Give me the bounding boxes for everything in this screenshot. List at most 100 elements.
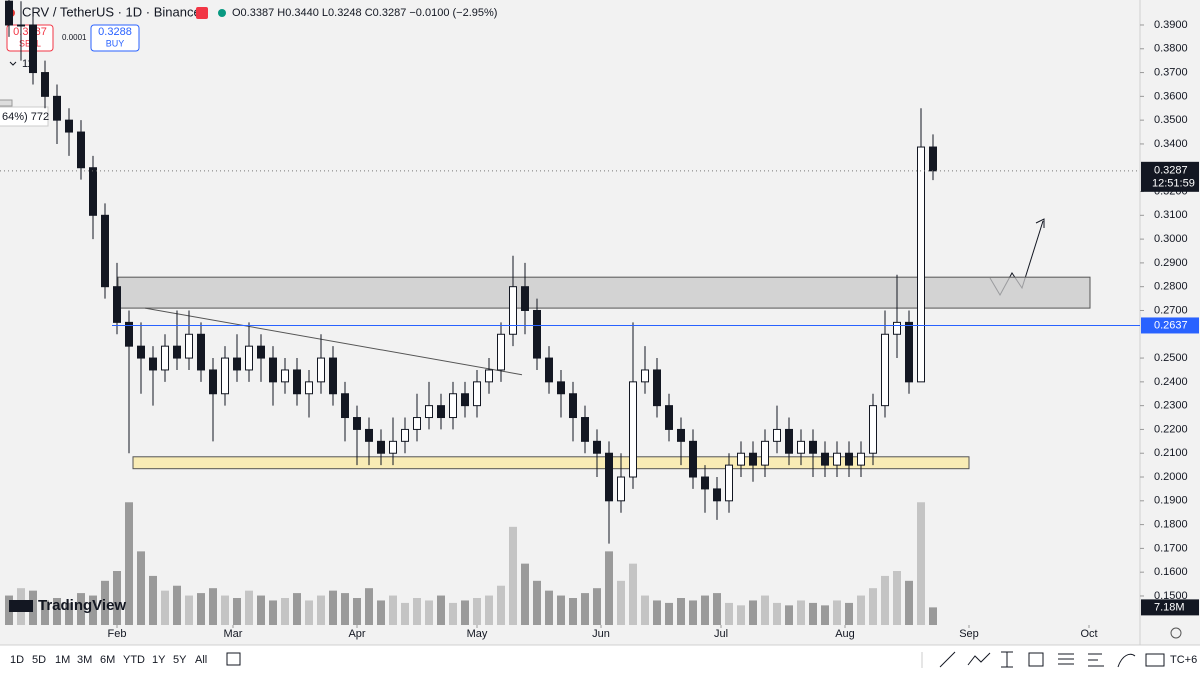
trendline: [144, 307, 523, 376]
y-tick-label: 0.3100: [1154, 209, 1188, 221]
volume-bar: [317, 595, 325, 625]
drawing-tools: [921, 651, 1165, 668]
candle-body: [845, 452, 853, 466]
range-button[interactable]: 1D: [10, 654, 24, 666]
y-tick-label: 0.1600: [1154, 566, 1188, 578]
range-button[interactable]: 1Y: [152, 654, 166, 666]
candle-body: [401, 428, 409, 442]
volume-bar: [245, 590, 253, 625]
text-tool[interactable]: [1088, 653, 1104, 667]
x-tick-label: Mar: [224, 628, 243, 640]
volume-bar: [449, 602, 457, 625]
candle-body: [905, 321, 913, 383]
candle-body: [749, 452, 757, 466]
candle-body: [317, 357, 325, 383]
candle-body: [485, 369, 493, 383]
side-tab: [0, 99, 13, 107]
y-tick-label: 0.2200: [1154, 423, 1188, 435]
rect-tool[interactable]: [1028, 652, 1044, 667]
candle-body: [437, 405, 445, 419]
volume-bar: [749, 600, 757, 625]
volume-bar: [101, 580, 109, 625]
volume-bar: [53, 598, 61, 625]
y-tick-label: 0.3700: [1154, 66, 1188, 78]
range-button[interactable]: 5Y: [173, 654, 187, 666]
candle-body: [557, 381, 565, 395]
buy-button[interactable]: [90, 24, 140, 52]
candle-body: [17, 24, 25, 27]
candle-body: [821, 452, 829, 466]
y-tick-label: 0.2300: [1154, 400, 1188, 412]
volume-bar: [389, 595, 397, 625]
volume-bar: [833, 600, 841, 625]
level-label-box: [1141, 317, 1199, 334]
measure-tool[interactable]: [1145, 653, 1165, 667]
range-button[interactable]: All: [195, 654, 207, 666]
volume-bar: [233, 598, 241, 625]
volume-bar: [881, 575, 889, 625]
symbol-title[interactable]: CRV / TetherUS · 1D · Binance: [22, 4, 201, 19]
trend-tool[interactable]: [939, 651, 956, 668]
settings-icon[interactable]: [1170, 627, 1182, 639]
candle-body: [701, 476, 709, 490]
volume-bar: [437, 595, 445, 625]
candle-body: [653, 369, 661, 407]
candle-body: [29, 24, 37, 74]
candle-body: [461, 393, 469, 407]
candle-body: [593, 440, 601, 454]
candle-body: [773, 428, 781, 442]
candle-body: [617, 476, 625, 502]
y-tick-label: 0.3800: [1154, 43, 1188, 55]
date-picker-icon[interactable]: [226, 652, 241, 666]
x-tick-label: Aug: [835, 628, 855, 640]
candle-body: [233, 357, 241, 371]
volume-bar: [617, 580, 625, 625]
x-tick-label: Jun: [592, 628, 610, 640]
candle-body: [329, 357, 337, 395]
volume-bar: [329, 590, 337, 625]
timezone[interactable]: TC+6: [1170, 654, 1197, 666]
candle-body: [389, 440, 397, 454]
candle-body: [305, 381, 313, 395]
candle-body: [365, 428, 373, 442]
path-tool[interactable]: [967, 652, 991, 666]
volume-bar: [509, 526, 517, 625]
candle-body: [737, 452, 745, 466]
volume-bar: [113, 571, 121, 625]
volume-bar: [365, 588, 373, 625]
countdown: 12:51:59: [1152, 178, 1195, 190]
range-button[interactable]: 6M: [100, 654, 115, 666]
candle-body: [77, 131, 85, 169]
candle-body: [629, 381, 637, 478]
range-button[interactable]: 5D: [32, 654, 46, 666]
candle-body: [545, 357, 553, 383]
volume-bar: [401, 602, 409, 625]
candle-body: [281, 369, 289, 383]
cursor-tool[interactable]: [1001, 651, 1013, 668]
fib-tool[interactable]: [1058, 653, 1074, 665]
x-tick-label: Feb: [108, 628, 127, 640]
side-note: 64%) 772: [2, 111, 49, 123]
alert-icon[interactable]: [196, 7, 208, 19]
candle-body: [869, 405, 877, 454]
volume-bar: [485, 595, 493, 625]
candle-body: [377, 440, 385, 454]
candle-body: [425, 405, 433, 419]
range-button[interactable]: YTD: [123, 654, 145, 666]
buy-price: 0.3288: [98, 26, 132, 38]
chevron[interactable]: [9, 61, 17, 66]
candle-body: [581, 417, 589, 442]
x-tick-label: May: [467, 628, 488, 640]
candle-body: [185, 333, 193, 359]
volume-bar: [221, 595, 229, 625]
range-button[interactable]: 1M: [55, 654, 70, 666]
logo: TradingView: [38, 597, 126, 614]
chart-background: [0, 0, 1200, 645]
brush-tool[interactable]: [1117, 653, 1136, 668]
volume-bar: [533, 580, 541, 625]
candle-body: [809, 440, 817, 454]
indicator-count[interactable]: 11: [22, 58, 33, 70]
range-button[interactable]: 3M: [77, 654, 92, 666]
volume-bar: [413, 598, 421, 625]
volume-bar: [773, 602, 781, 625]
